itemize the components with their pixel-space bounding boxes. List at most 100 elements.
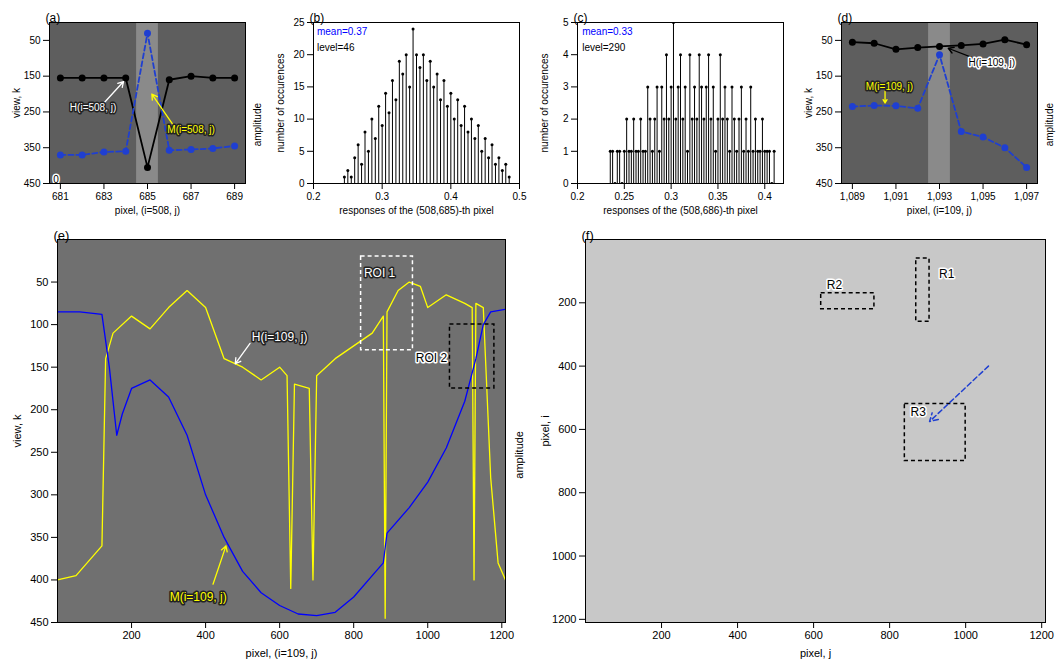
svg-text:400: 400 xyxy=(196,629,214,641)
svg-text:25: 25 xyxy=(293,17,305,28)
svg-text:amplitude: amplitude xyxy=(1044,103,1055,147)
svg-text:20: 20 xyxy=(293,49,305,60)
svg-text:0.3: 0.3 xyxy=(664,191,678,202)
svg-text:10: 10 xyxy=(293,113,305,124)
svg-text:1,089: 1,089 xyxy=(840,191,865,202)
svg-text:400: 400 xyxy=(30,573,48,585)
svg-text:350: 350 xyxy=(24,142,41,153)
svg-text:50: 50 xyxy=(821,35,833,46)
svg-text:687: 687 xyxy=(183,191,200,202)
svg-text:ROI 1: ROI 1 xyxy=(364,266,396,280)
svg-text:mean=0.33: mean=0.33 xyxy=(582,26,633,37)
svg-text:pixel, (i=109, j): pixel, (i=109, j) xyxy=(907,205,972,216)
svg-text:50: 50 xyxy=(36,276,48,288)
svg-text:M(i=109, j): M(i=109, j) xyxy=(170,590,227,604)
svg-text:1000: 1000 xyxy=(416,629,440,641)
svg-text:800: 800 xyxy=(880,629,898,641)
svg-text:1,095: 1,095 xyxy=(971,191,996,202)
svg-text:400: 400 xyxy=(558,360,576,372)
svg-text:1000: 1000 xyxy=(552,550,576,562)
svg-text:200: 200 xyxy=(30,403,48,415)
svg-text:H(i=109, j): H(i=109, j) xyxy=(969,57,1015,68)
svg-text:M(i=109, j): M(i=109, j) xyxy=(866,81,914,92)
svg-text:250: 250 xyxy=(816,106,833,117)
svg-text:683: 683 xyxy=(96,191,113,202)
svg-text:800: 800 xyxy=(345,629,363,641)
svg-text:(f): (f) xyxy=(582,228,594,243)
svg-text:200: 200 xyxy=(558,296,576,308)
svg-text:600: 600 xyxy=(804,629,822,641)
svg-text:150: 150 xyxy=(24,70,41,81)
svg-text:H(i=508, j): H(i=508, j) xyxy=(70,102,116,113)
svg-text:2: 2 xyxy=(563,113,569,124)
svg-text:H(i=109, j): H(i=109, j) xyxy=(252,330,308,344)
svg-text:5: 5 xyxy=(299,146,305,157)
svg-text:pixel, (i=109, j): pixel, (i=109, j) xyxy=(246,647,318,659)
svg-text:view, k: view, k xyxy=(11,87,22,118)
svg-text:0.2: 0.2 xyxy=(571,191,585,202)
svg-text:(e): (e) xyxy=(54,228,70,243)
svg-text:1,097: 1,097 xyxy=(1014,191,1039,202)
svg-text:amplitude: amplitude xyxy=(513,431,525,479)
svg-text:R3: R3 xyxy=(910,405,926,419)
svg-text:4: 4 xyxy=(563,49,569,60)
svg-text:1200: 1200 xyxy=(490,629,514,641)
svg-text:0.25: 0.25 xyxy=(615,191,635,202)
svg-text:mean=0.37: mean=0.37 xyxy=(317,26,368,37)
svg-text:689: 689 xyxy=(226,191,243,202)
svg-text:200: 200 xyxy=(652,629,670,641)
svg-text:level=46: level=46 xyxy=(317,42,355,53)
svg-text:1200: 1200 xyxy=(1029,629,1053,641)
svg-text:150: 150 xyxy=(816,70,833,81)
svg-text:1,091: 1,091 xyxy=(883,191,908,202)
svg-text:300: 300 xyxy=(30,488,48,500)
svg-text:0.5: 0.5 xyxy=(513,191,527,202)
svg-text:150: 150 xyxy=(30,361,48,373)
svg-text:450: 450 xyxy=(816,178,833,189)
svg-text:1,093: 1,093 xyxy=(927,191,952,202)
svg-text:50: 50 xyxy=(29,35,41,46)
svg-text:681: 681 xyxy=(52,191,69,202)
svg-text:view, k: view, k xyxy=(803,87,814,118)
svg-text:number of occurences: number of occurences xyxy=(275,54,286,153)
svg-text:5: 5 xyxy=(563,17,569,28)
svg-text:250: 250 xyxy=(30,446,48,458)
svg-text:R1: R1 xyxy=(939,267,955,281)
svg-text:1: 1 xyxy=(563,146,569,157)
svg-text:R2: R2 xyxy=(827,278,843,292)
svg-text:450: 450 xyxy=(30,616,48,628)
svg-text:200: 200 xyxy=(122,629,140,641)
svg-text:number of occurences: number of occurences xyxy=(539,54,550,153)
svg-text:1200: 1200 xyxy=(552,613,576,625)
svg-text:0.3: 0.3 xyxy=(375,191,389,202)
svg-text:pixel, i: pixel, i xyxy=(539,415,551,446)
svg-text:0.2: 0.2 xyxy=(307,191,321,202)
svg-text:250: 250 xyxy=(24,106,41,117)
svg-text:100: 100 xyxy=(30,318,48,330)
svg-text:amplitude: amplitude xyxy=(252,103,263,147)
svg-text:1000: 1000 xyxy=(953,629,977,641)
svg-text:450: 450 xyxy=(24,178,41,189)
svg-text:800: 800 xyxy=(558,486,576,498)
svg-text:0.4: 0.4 xyxy=(444,191,458,202)
svg-text:600: 600 xyxy=(558,423,576,435)
svg-text:600: 600 xyxy=(270,629,288,641)
svg-text:responses of the (508,685)-th: responses of the (508,685)-th pixel xyxy=(339,205,494,216)
svg-text:0.4: 0.4 xyxy=(758,191,772,202)
svg-text:pixel, j: pixel, j xyxy=(800,647,831,659)
svg-text:3: 3 xyxy=(563,81,569,92)
svg-text:685: 685 xyxy=(139,191,156,202)
svg-text:view, k: view, k xyxy=(11,414,23,448)
svg-text:responses of the (508,686)-th: responses of the (508,686)-th pixel xyxy=(603,205,758,216)
svg-text:0.35: 0.35 xyxy=(708,191,728,202)
svg-text:level=290: level=290 xyxy=(582,42,626,53)
svg-text:pixel, (i=508, j): pixel, (i=508, j) xyxy=(115,205,180,216)
svg-text:0: 0 xyxy=(563,178,569,189)
svg-text:M(i=508, j): M(i=508, j) xyxy=(167,124,215,135)
svg-text:400: 400 xyxy=(728,629,746,641)
svg-text:15: 15 xyxy=(293,81,305,92)
svg-text:ROI 2: ROI 2 xyxy=(416,351,448,365)
svg-text:350: 350 xyxy=(816,142,833,153)
svg-text:0: 0 xyxy=(299,178,305,189)
svg-text:350: 350 xyxy=(30,531,48,543)
